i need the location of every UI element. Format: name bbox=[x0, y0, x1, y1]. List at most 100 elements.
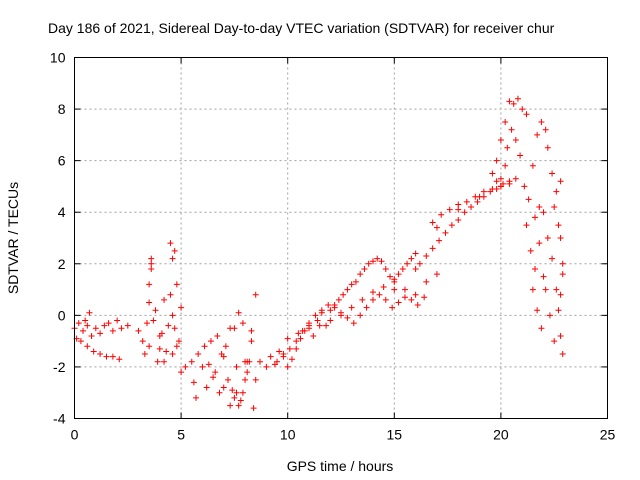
data-point bbox=[109, 327, 116, 334]
data-point bbox=[510, 100, 517, 107]
data-point bbox=[348, 304, 355, 311]
data-point bbox=[242, 358, 249, 365]
x-tick-label: 10 bbox=[280, 427, 296, 443]
data-point bbox=[178, 369, 185, 376]
data-point bbox=[318, 307, 325, 314]
data-point bbox=[256, 358, 263, 365]
data-point bbox=[244, 369, 251, 376]
plot-frame bbox=[74, 57, 608, 419]
data-point bbox=[538, 118, 545, 125]
data-point bbox=[363, 304, 370, 311]
data-point bbox=[557, 332, 564, 339]
data-point bbox=[559, 271, 566, 278]
data-point bbox=[401, 286, 408, 293]
data-point bbox=[299, 327, 306, 334]
data-point bbox=[389, 304, 396, 311]
data-point bbox=[218, 351, 225, 358]
data-point bbox=[135, 327, 142, 334]
data-point bbox=[227, 402, 234, 409]
data-point bbox=[348, 281, 355, 288]
data-point bbox=[248, 327, 255, 334]
data-point bbox=[557, 291, 564, 298]
data-point bbox=[497, 175, 504, 182]
data-point bbox=[199, 363, 206, 370]
data-point bbox=[190, 379, 197, 386]
data-point bbox=[340, 291, 347, 298]
data-point bbox=[77, 338, 84, 345]
data-point bbox=[231, 325, 238, 332]
data-point bbox=[546, 312, 553, 319]
data-point bbox=[146, 281, 153, 288]
data-point bbox=[423, 253, 430, 260]
data-point bbox=[365, 260, 372, 267]
data-point bbox=[167, 291, 174, 298]
data-point bbox=[519, 106, 526, 113]
data-point bbox=[293, 338, 300, 345]
y-tick-label: 10 bbox=[50, 50, 66, 66]
data-point bbox=[297, 335, 304, 342]
data-point bbox=[549, 170, 556, 177]
data-point bbox=[306, 325, 313, 332]
data-point bbox=[523, 111, 530, 118]
data-point bbox=[161, 296, 168, 303]
data-point bbox=[171, 247, 178, 254]
data-point bbox=[493, 157, 500, 164]
data-point bbox=[532, 214, 539, 221]
data-point bbox=[463, 198, 470, 205]
data-point bbox=[532, 265, 539, 272]
data-point bbox=[474, 198, 481, 205]
y-tick-label: 8 bbox=[58, 101, 66, 117]
data-point bbox=[250, 405, 257, 412]
data-point bbox=[86, 309, 93, 316]
marks-layer bbox=[71, 95, 566, 412]
data-point bbox=[173, 281, 180, 288]
y-tick-label: -2 bbox=[53, 359, 66, 375]
data-point bbox=[210, 374, 217, 381]
data-point bbox=[205, 361, 212, 368]
data-point bbox=[124, 322, 131, 329]
data-point bbox=[544, 144, 551, 151]
x-tick-label: 5 bbox=[177, 427, 185, 443]
data-point bbox=[338, 312, 344, 319]
data-point bbox=[75, 320, 82, 327]
data-point bbox=[116, 356, 123, 363]
data-point bbox=[429, 245, 436, 252]
data-point bbox=[175, 338, 182, 345]
y-tick-label: 6 bbox=[58, 153, 66, 169]
data-point bbox=[423, 278, 430, 285]
data-point bbox=[263, 363, 270, 370]
data-point bbox=[84, 322, 91, 329]
data-point bbox=[167, 240, 174, 247]
data-point bbox=[527, 247, 534, 254]
data-point bbox=[412, 250, 419, 257]
data-point bbox=[446, 206, 453, 213]
x-tick-label: 0 bbox=[71, 427, 79, 443]
data-point bbox=[316, 322, 323, 329]
data-point bbox=[314, 317, 321, 324]
data-point bbox=[376, 291, 383, 298]
data-point bbox=[150, 317, 157, 324]
data-point bbox=[455, 201, 462, 208]
data-point bbox=[143, 320, 150, 327]
data-point bbox=[391, 286, 398, 293]
data-point bbox=[118, 325, 125, 332]
data-point bbox=[382, 265, 389, 272]
data-point bbox=[387, 273, 394, 280]
data-point bbox=[540, 209, 547, 216]
data-point bbox=[429, 219, 436, 226]
data-point bbox=[90, 348, 97, 355]
data-point bbox=[506, 98, 513, 105]
y-tick-label: 2 bbox=[58, 256, 66, 272]
data-point bbox=[352, 278, 359, 285]
data-point bbox=[97, 351, 104, 358]
data-point bbox=[163, 348, 170, 355]
data-point bbox=[148, 265, 155, 272]
data-point bbox=[357, 312, 364, 319]
data-point bbox=[538, 325, 545, 332]
data-point bbox=[225, 376, 232, 383]
data-point bbox=[344, 314, 351, 321]
data-point bbox=[395, 271, 402, 278]
data-point bbox=[414, 302, 421, 309]
data-point bbox=[408, 255, 415, 262]
